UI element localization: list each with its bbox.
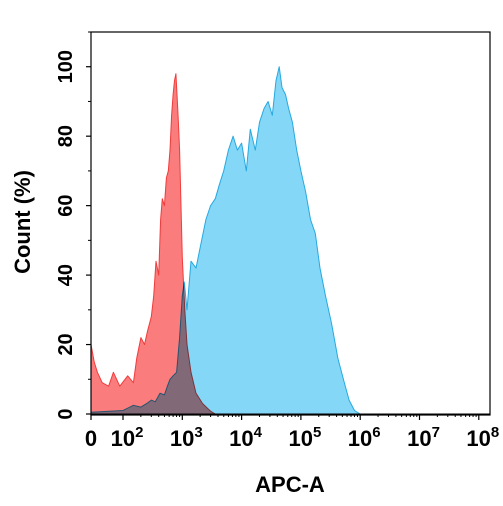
x-tick-label: 106 (348, 424, 381, 451)
plot-frame (90, 31, 491, 416)
x-axis-title: APC-A (255, 472, 325, 497)
axis-layer: 0 20 40 60 80 100 0 102 103 104 105 106 107 108 (55, 31, 499, 451)
x-tick-label: 108 (466, 424, 499, 451)
y-tick-label: 40 (55, 264, 77, 286)
x-tick-label: 102 (111, 424, 144, 451)
x-tick-label: 0 (85, 426, 97, 451)
y-tick-label: 100 (55, 50, 77, 83)
x-tick-label: 107 (407, 424, 440, 451)
y-tick-label: 60 (55, 195, 77, 217)
y-tick-label: 80 (55, 125, 77, 147)
y-tick-label: 20 (55, 333, 77, 355)
x-tick-label: 104 (229, 424, 262, 451)
x-tick-label: 105 (288, 424, 321, 451)
y-axis-title: Count (%) (10, 170, 35, 274)
x-tick-label: 103 (170, 424, 203, 451)
series-stained-sample (91, 66, 361, 415)
series-layer (91, 66, 361, 415)
y-tick-label: 0 (55, 408, 77, 419)
